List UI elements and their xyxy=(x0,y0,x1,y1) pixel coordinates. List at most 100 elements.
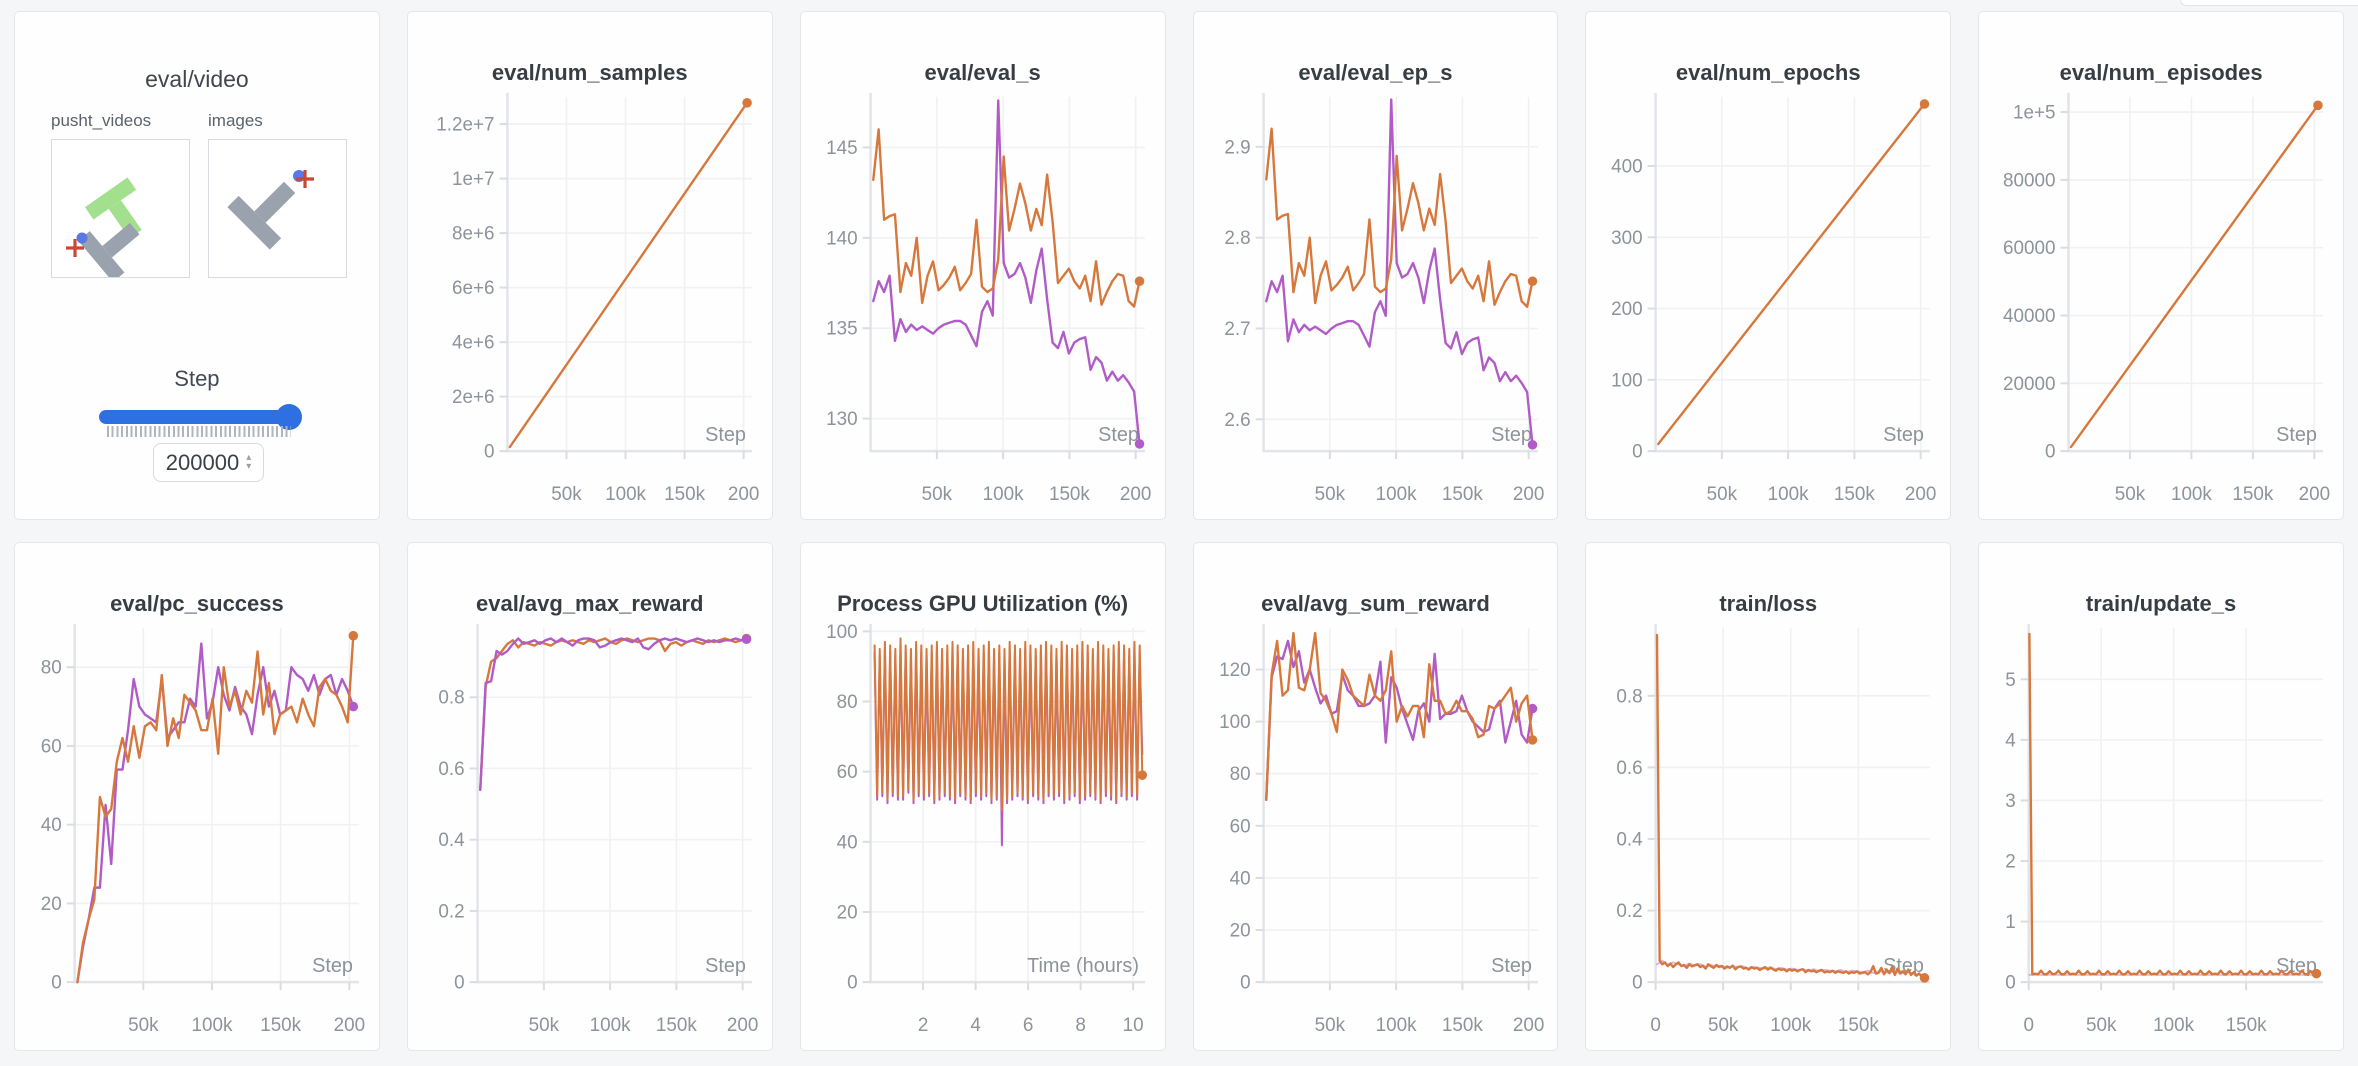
chart-plot-area[interactable]: 50k 100k 150k 200 0 0.2 0.4 0.6 0.8 Step xyxy=(408,543,772,1050)
chart-plot-area[interactable]: 50k 100k 150k 200 0 20000 40000 60000 80000 1e+5 S… xyxy=(1979,12,2343,519)
series-line-orange xyxy=(76,634,355,984)
x-tick-label: 0 xyxy=(2024,1015,2034,1036)
chart-panel-train-loss[interactable]: train/loss 0 50k 100k 150k 0 0.2 0.4 0.6 0.8 Step xyxy=(1585,542,1952,1051)
stepper-down-icon[interactable]: ▾ xyxy=(246,460,252,472)
y-tick-label: 40 xyxy=(1229,868,1250,889)
x-tick-label: 150k xyxy=(1441,1015,1482,1036)
thumbnail-label-images: images xyxy=(208,111,263,130)
chart-plot-area[interactable]: 50k 100k 150k 200 2.6 2.7 2.8 2.9 Step xyxy=(1194,12,1558,519)
y-tick-label: 80 xyxy=(41,658,62,679)
y-tick-label: 0 xyxy=(1632,973,1642,994)
chart-title: eval/avg_max_reward xyxy=(475,591,704,616)
panel-title: eval/video xyxy=(145,66,249,92)
series-endpoint-dot-orange xyxy=(1527,735,1537,745)
x-tick-label: 50k xyxy=(921,484,952,505)
x-tick-label: 8 xyxy=(1075,1015,1085,1036)
x-tick-label: 50k xyxy=(2115,484,2146,505)
y-tick-label: 2.6 xyxy=(1224,410,1250,431)
chart-panel-train-update-s[interactable]: train/update_s 0 50k 100k 150k 0 1 2 3 4 5 Step xyxy=(1978,542,2344,1051)
chart-plot-area[interactable]: 50k 100k 150k 200 0 20 40 60 80 100 120 Step xyxy=(1194,543,1558,1050)
x-tick-label: 2 xyxy=(918,1015,928,1036)
chart-panel-eval-pc-success[interactable]: eval/pc_success 50k 100k 150k 200 0 20 40 60 80 St… xyxy=(14,542,380,1051)
chart-plot-area[interactable]: 50k 100k 150k 200 0 2e+6 4e+6 6e+6 8e+6 1e+7 1.2e+… xyxy=(408,12,772,519)
y-tick-label: 0.4 xyxy=(1617,829,1643,850)
thumbnail-label-pusht-videos: pusht_videos xyxy=(51,111,152,130)
series-endpoint-dot-orange xyxy=(1137,770,1147,780)
x-tick-label: 150k xyxy=(1049,484,1090,505)
step-slider-track[interactable] xyxy=(99,410,301,424)
x-tick-label: 200 xyxy=(1512,1015,1543,1036)
y-tick-label: 20 xyxy=(41,894,62,915)
series-line-orange xyxy=(871,128,1141,308)
series-line-orange xyxy=(478,637,748,792)
y-tick-label: 1e+7 xyxy=(452,169,495,190)
y-tick-label: 40 xyxy=(836,832,857,853)
x-tick-label: 150k xyxy=(664,484,705,505)
x-tick-label: 200 xyxy=(1905,484,1936,505)
chart-plot-area[interactable]: 50k 100k 150k 200 0 20 40 60 80 Step xyxy=(15,543,379,1050)
chart-title: eval/num_samples xyxy=(491,60,688,85)
y-tick-label: 60 xyxy=(41,736,62,757)
media-panel-eval-video[interactable]: eval/video pusht_videos images xyxy=(14,11,380,520)
chart-panel-process-gpu-utilization[interactable]: Process GPU Utilization (%) 2 4 6 8 10 0 20 40 60… xyxy=(799,542,1166,1051)
series-endpoint-dot-orange xyxy=(1920,973,1930,983)
y-tick-label: 300 xyxy=(1612,228,1643,249)
stepper-up-icon[interactable]: ▴ xyxy=(246,451,252,463)
x-tick-label: 50k xyxy=(1314,1015,1345,1036)
chart-panel-eval-eval-s[interactable]: eval/eval_s 50k 100k 150k 200 130 135 140 145 Ste… xyxy=(799,11,1166,520)
series-line-orange xyxy=(508,101,749,449)
series-endpoint-dot-orange xyxy=(348,630,359,641)
series-line-purple xyxy=(871,99,1141,446)
y-tick-label: 400 xyxy=(1612,156,1643,177)
chart-plot-area[interactable]: 0 50k 100k 150k 0 1 2 3 4 5 Step xyxy=(1979,543,2343,1050)
y-tick-label: 80000 xyxy=(2003,170,2055,191)
x-tick-label: 150k xyxy=(1441,484,1482,505)
x-tick-label: 200 xyxy=(728,484,759,505)
x-tick-label: 150k xyxy=(1834,484,1875,505)
series-line-orange xyxy=(1264,127,1534,308)
step-slider-handle[interactable] xyxy=(276,404,302,430)
video-thumbnail-images[interactable] xyxy=(208,139,347,278)
series-line-purple xyxy=(1264,98,1534,446)
y-tick-label: 40000 xyxy=(2003,306,2055,327)
chart-panel-eval-num-episodes[interactable]: eval/num_episodes 50k 100k 150k 200 0 20000 400… xyxy=(1978,11,2344,520)
chart-panel-eval-num-epochs[interactable]: eval/num_epochs 50k 100k 150k 200 0 100 200 300 4… xyxy=(1585,11,1952,520)
x-tick-label: 4 xyxy=(970,1015,980,1036)
x-axis-label: Step xyxy=(1883,424,1924,446)
y-tick-label: 1 xyxy=(2005,912,2015,933)
x-tick-label: 150k xyxy=(1838,1015,1879,1036)
x-tick-label: 100k xyxy=(982,484,1023,505)
chart-panel-eval-eval-ep-s[interactable]: eval/eval_ep_s 50k 100k 150k 200 2.6 2.7 2.8 2.9… xyxy=(1192,11,1559,520)
y-tick-label: 4e+6 xyxy=(452,333,495,354)
video-thumbnail-pusht-videos[interactable] xyxy=(51,139,190,283)
x-tick-label: 150k xyxy=(2233,484,2274,505)
step-value-stepper[interactable]: 200000 ▴ ▾ xyxy=(153,443,264,482)
chart-title: eval/num_epochs xyxy=(1675,60,1861,85)
chart-panel-eval-num-samples[interactable]: eval/num_samples 50k 100k 150k 200 0 2e+6 4e+6 6… xyxy=(406,11,773,520)
y-tick-label: 6e+6 xyxy=(452,278,495,299)
y-tick-label: 0.6 xyxy=(438,759,464,780)
x-axis-label: Step xyxy=(2276,424,2317,446)
x-tick-label: 50k xyxy=(128,1015,159,1036)
stepper-carets: ▴ ▾ xyxy=(246,451,252,472)
chart-plot-area[interactable]: 50k 100k 150k 200 130 135 140 145 Step xyxy=(801,12,1165,519)
x-tick-label: 10 xyxy=(1122,1015,1143,1036)
x-tick-label: 100k xyxy=(192,1015,233,1036)
y-tick-label: 200 xyxy=(1612,299,1643,320)
y-tick-label: 0 xyxy=(2005,973,2015,994)
x-tick-label: 100k xyxy=(605,484,646,505)
x-tick-label: 200 xyxy=(2299,484,2330,505)
x-tick-label: 100k xyxy=(1771,1015,1812,1036)
chart-panel-eval-avg-sum-reward[interactable]: eval/avg_sum_reward 50k 100k 150k 200 0 20 40 60… xyxy=(1192,542,1559,1051)
x-tick-label: 200 xyxy=(334,1015,365,1036)
x-tick-label: 200 xyxy=(727,1015,758,1036)
series-line-orange xyxy=(2069,104,2320,449)
chart-panel-eval-avg-max-reward[interactable]: eval/avg_max_reward 50k 100k 150k 200 0 0.2 0.4… xyxy=(406,542,773,1051)
chart-title: train/update_s xyxy=(2085,591,2237,616)
y-tick-label: 0 xyxy=(2045,442,2055,463)
chart-plot-area[interactable]: 50k 100k 150k 200 0 100 200 300 400 Step xyxy=(1586,12,1950,519)
series-endpoint-dot-purple xyxy=(741,634,752,645)
step-value-input[interactable]: 200000 xyxy=(165,449,240,475)
